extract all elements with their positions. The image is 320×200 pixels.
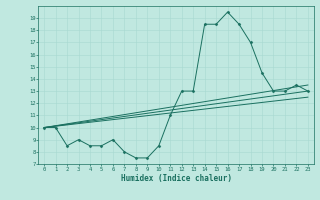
X-axis label: Humidex (Indice chaleur): Humidex (Indice chaleur) — [121, 174, 231, 183]
